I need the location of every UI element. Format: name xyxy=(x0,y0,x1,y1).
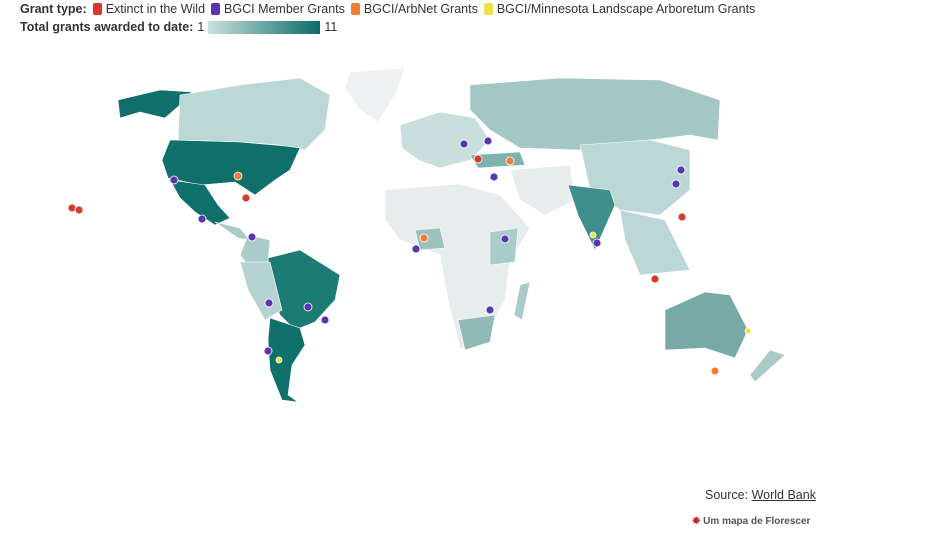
grant-point[interactable] xyxy=(710,366,720,376)
grant-point[interactable] xyxy=(241,193,251,203)
grant-point[interactable] xyxy=(411,244,421,254)
legend-swatch xyxy=(211,3,221,15)
mexico xyxy=(169,179,231,226)
africa xyxy=(384,183,531,349)
grant-point[interactable] xyxy=(264,298,274,308)
grant-point[interactable] xyxy=(233,171,243,181)
india xyxy=(567,184,616,251)
color-ramp xyxy=(208,20,321,34)
east-africa xyxy=(489,227,519,266)
canada xyxy=(177,77,331,151)
legend: Grant type: Extinct in the Wild BGCI Memb… xyxy=(20,0,755,36)
legend-swatch xyxy=(350,3,360,15)
grant-point[interactable] xyxy=(263,346,273,356)
australia xyxy=(664,291,749,359)
credit-text: Um mapa de Florescer xyxy=(703,516,811,527)
credit-icon: ✸ xyxy=(692,516,701,527)
scale-min: 1 xyxy=(197,20,205,34)
source: Source: World Bank xyxy=(705,488,816,502)
grant-point[interactable] xyxy=(505,156,515,166)
south-africa xyxy=(457,314,496,351)
grant-point[interactable] xyxy=(500,234,510,244)
nigeria xyxy=(414,227,446,251)
grant-point[interactable] xyxy=(247,232,257,242)
legend-label: Extinct in the Wild xyxy=(105,2,206,16)
grant-point[interactable] xyxy=(303,302,313,312)
alaska xyxy=(117,89,193,119)
grant-point[interactable] xyxy=(677,212,687,222)
grant-point[interactable] xyxy=(671,179,681,189)
grant-point[interactable] xyxy=(592,238,602,248)
brazil xyxy=(267,249,341,331)
credit: ✸ Um mapa de Florescer xyxy=(692,516,810,527)
grant-point[interactable] xyxy=(676,165,686,175)
scale-legend: Total grants awarded to date: 1 11 xyxy=(20,18,755,36)
madagascar xyxy=(513,281,531,321)
source-link[interactable]: World Bank xyxy=(751,488,816,502)
scale-title: Total grants awarded to date: xyxy=(20,20,194,34)
grant-point[interactable] xyxy=(483,136,493,146)
legend-label: BGCI/Minnesota Landscape Arboretum Grant… xyxy=(496,2,756,16)
new-zealand xyxy=(749,349,786,383)
grant-point[interactable] xyxy=(650,274,660,284)
greenland xyxy=(344,67,406,123)
argentina xyxy=(267,317,306,403)
middle-east xyxy=(509,164,576,216)
southeast-asia xyxy=(619,209,691,276)
grant-point[interactable] xyxy=(589,231,597,239)
grant-point[interactable] xyxy=(473,154,483,164)
legend-swatch xyxy=(92,3,102,15)
legend-label: BGCI Member Grants xyxy=(224,2,345,16)
legend-title: Grant type: xyxy=(20,2,87,16)
legend-label: BGCI/ArbNet Grants xyxy=(363,2,478,16)
central-america xyxy=(214,221,251,241)
grant-point[interactable] xyxy=(197,214,207,224)
legend-swatch xyxy=(483,3,493,15)
scale-max: 11 xyxy=(324,20,338,34)
source-label: Source: xyxy=(705,488,749,502)
grant-point[interactable] xyxy=(459,139,469,149)
grant-point[interactable] xyxy=(744,327,752,335)
europe xyxy=(399,111,491,169)
grant-point[interactable] xyxy=(419,233,429,243)
grant-type-legend: Grant type: Extinct in the Wild BGCI Memb… xyxy=(20,0,755,18)
countries xyxy=(117,67,786,403)
usa xyxy=(161,139,301,196)
grant-point[interactable] xyxy=(74,205,84,215)
grant-point[interactable] xyxy=(275,356,283,364)
grant-point[interactable] xyxy=(169,175,179,185)
grant-point[interactable] xyxy=(489,172,499,182)
grant-point[interactable] xyxy=(485,305,495,315)
grant-point[interactable] xyxy=(320,315,330,325)
russia xyxy=(469,77,721,151)
grant-points xyxy=(67,136,752,376)
